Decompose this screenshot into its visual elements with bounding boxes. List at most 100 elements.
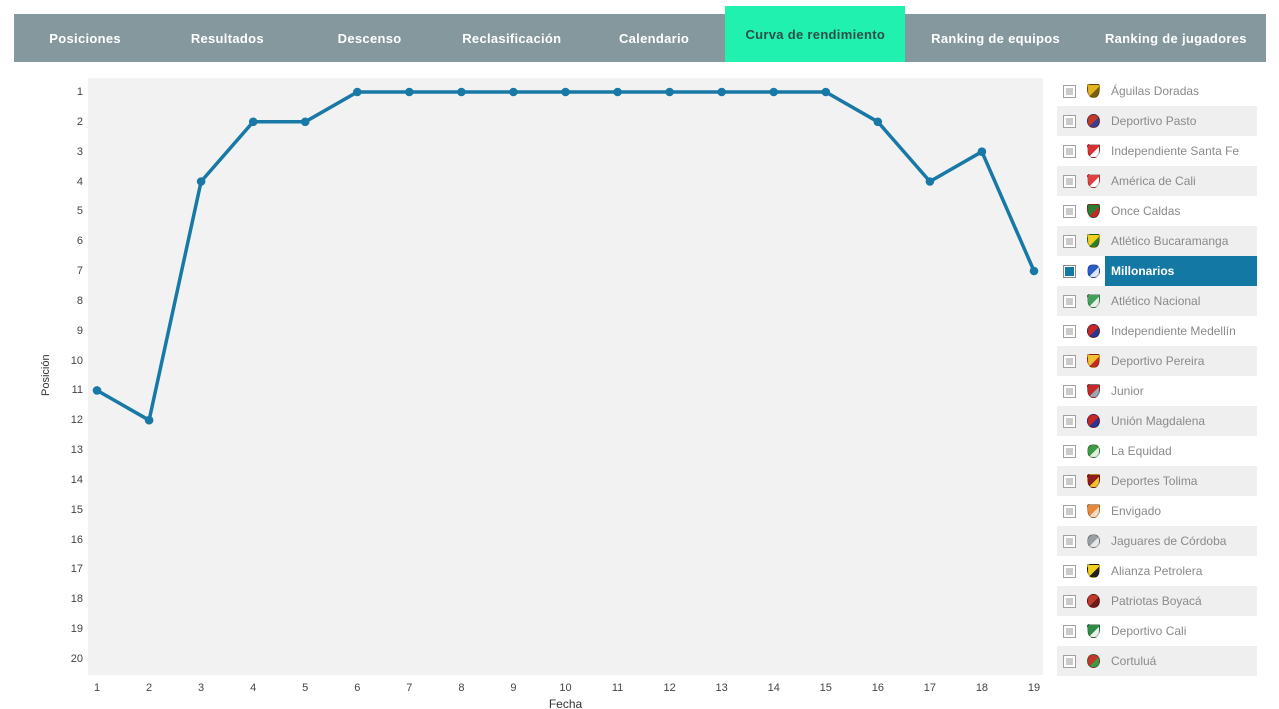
team-checkbox[interactable] — [1063, 324, 1076, 338]
team-name[interactable]: Alianza Petrolera — [1111, 564, 1203, 578]
team-row-cortulua[interactable]: Cortuluá — [1057, 646, 1257, 676]
team-row-independiente-santa-fe[interactable]: Independiente Santa Fe — [1057, 136, 1257, 166]
team-checkbox[interactable] — [1063, 564, 1076, 578]
team-checkbox[interactable] — [1063, 294, 1076, 308]
y-tick-label: 11 — [71, 384, 83, 397]
team-checkbox[interactable] — [1063, 594, 1076, 608]
team-row-deportivo-cali[interactable]: Deportivo Cali — [1057, 616, 1257, 646]
team-name[interactable]: Independiente Santa Fe — [1111, 144, 1240, 158]
x-tick-label: 2 — [145, 682, 153, 694]
tab-ranking-de-equipos[interactable]: Ranking de equipos — [931, 30, 1061, 46]
tab-resultados[interactable]: Resultados — [190, 30, 264, 46]
team-selector-list: Águilas Doradas Deportivo Pasto Independie… — [1057, 76, 1257, 676]
independiente-santa-fe-logo-icon — [1087, 144, 1100, 158]
team-row-jaguares-de-cordoba[interactable]: Jaguares de Córdoba — [1057, 526, 1257, 556]
team-checkbox[interactable] — [1063, 354, 1076, 368]
checkbox-fill — [1066, 507, 1073, 515]
data-point — [665, 87, 674, 97]
team-row-atletico-nacional[interactable]: Atlético Nacional — [1057, 286, 1257, 316]
checkbox-fill — [1066, 477, 1073, 485]
team-checkbox[interactable] — [1063, 204, 1076, 218]
team-name[interactable]: Deportivo Pereira — [1111, 354, 1205, 368]
team-row-alianza-petrolera[interactable]: Alianza Petrolera — [1057, 556, 1257, 586]
team-row-la-equidad[interactable]: La Equidad — [1057, 436, 1257, 466]
tab-calendario[interactable]: Calendario — [618, 30, 690, 46]
team-row-once-caldas[interactable]: Once Caldas — [1057, 196, 1257, 226]
millonarios-logo-icon — [1087, 264, 1100, 278]
team-checkbox[interactable] — [1063, 174, 1076, 188]
x-tick-label: 7 — [406, 682, 413, 694]
tab-descenso[interactable]: Descenso — [337, 30, 402, 46]
data-point — [977, 147, 987, 156]
team-name[interactable]: Deportivo Pasto — [1111, 114, 1197, 128]
checkbox-fill — [1066, 327, 1073, 335]
team-checkbox[interactable] — [1063, 534, 1076, 548]
y-tick-label: 1 — [76, 86, 83, 98]
y-tick-label: 8 — [76, 294, 83, 307]
team-checkbox[interactable] — [1063, 144, 1076, 158]
x-tick-label: 3 — [198, 682, 205, 694]
checkbox-fill — [1066, 177, 1073, 185]
data-point — [821, 87, 831, 97]
atletico-bucaramanga-logo-icon — [1087, 234, 1100, 248]
team-checkbox[interactable] — [1063, 264, 1076, 278]
tab-posiciones[interactable]: Posiciones — [49, 30, 121, 46]
team-row-independiente-medellin[interactable]: Independiente Medellín — [1057, 316, 1257, 346]
tab-ranking-de-jugadores[interactable]: Ranking de jugadores — [1104, 30, 1247, 46]
team-name[interactable]: La Equidad — [1111, 444, 1172, 458]
america-de-cali-logo-icon — [1087, 174, 1100, 188]
team-row-patriotas-boyaca[interactable]: Patriotas Boyacá — [1057, 586, 1257, 616]
team-checkbox[interactable] — [1063, 624, 1076, 638]
team-checkbox[interactable] — [1063, 114, 1076, 128]
y-tick-label: 10 — [70, 354, 83, 367]
team-name[interactable]: Independiente Medellín — [1111, 324, 1236, 338]
tab-curva-de-rendimiento[interactable]: Curva de rendimiento — [725, 6, 906, 62]
team-name[interactable]: Envigado — [1111, 504, 1162, 518]
team-row-deportivo-pereira[interactable]: Deportivo Pereira — [1057, 346, 1257, 376]
team-row-aguilas-doradas[interactable]: Águilas Doradas — [1057, 76, 1257, 106]
team-name[interactable]: Junior — [1111, 384, 1144, 398]
x-tick-label: 10 — [559, 682, 572, 694]
team-name[interactable]: Millonarios — [1105, 256, 1257, 286]
deportivo-cali-logo-icon — [1087, 624, 1100, 638]
team-row-union-magdalena[interactable]: Unión Magdalena — [1057, 406, 1257, 436]
team-checkbox[interactable] — [1063, 444, 1076, 458]
team-checkbox[interactable] — [1063, 504, 1076, 518]
team-name[interactable]: Deportivo Cali — [1111, 624, 1187, 638]
team-name[interactable]: Atlético Nacional — [1111, 294, 1201, 308]
x-tick-label: 4 — [250, 682, 257, 694]
team-checkbox[interactable] — [1063, 384, 1076, 398]
team-checkbox[interactable] — [1063, 84, 1076, 98]
y-tick-label: 3 — [76, 145, 83, 158]
team-name[interactable]: Cortuluá — [1111, 654, 1157, 668]
team-row-atletico-bucaramanga[interactable]: Atlético Bucaramanga — [1057, 226, 1257, 256]
x-tick-label: 6 — [354, 682, 361, 694]
team-name[interactable]: Unión Magdalena — [1111, 414, 1206, 428]
team-checkbox[interactable] — [1063, 474, 1076, 488]
aguilas-doradas-logo-icon — [1087, 84, 1100, 98]
y-tick-label: 15 — [70, 503, 83, 516]
checkbox-fill — [1066, 117, 1073, 125]
team-row-deportivo-pasto[interactable]: Deportivo Pasto — [1057, 106, 1257, 136]
checkbox-fill — [1066, 657, 1073, 665]
team-name[interactable]: Deportes Tolima — [1111, 474, 1198, 488]
team-row-envigado[interactable]: Envigado — [1057, 496, 1257, 526]
checkbox-fill — [1066, 387, 1073, 395]
team-name[interactable]: Atlético Bucaramanga — [1111, 234, 1229, 248]
team-row-america-de-cali[interactable]: América de Cali — [1057, 166, 1257, 196]
team-row-deportes-tolima[interactable]: Deportes Tolima — [1057, 466, 1257, 496]
team-name[interactable]: Águilas Doradas — [1111, 84, 1200, 98]
team-name[interactable]: América de Cali — [1111, 174, 1196, 188]
team-checkbox[interactable] — [1063, 414, 1076, 428]
team-row-junior[interactable]: Junior — [1057, 376, 1257, 406]
team-name[interactable]: Once Caldas — [1111, 204, 1181, 218]
y-tick-label: 19 — [70, 623, 83, 636]
team-checkbox[interactable] — [1063, 234, 1076, 248]
data-point — [353, 87, 362, 97]
team-name[interactable]: Patriotas Boyacá — [1111, 594, 1202, 608]
tab-reclasificacion[interactable]: Reclasificación — [462, 30, 562, 46]
team-row-millonarios[interactable]: Millonarios — [1057, 256, 1257, 286]
team-checkbox[interactable] — [1063, 654, 1076, 668]
team-name[interactable]: Jaguares de Córdoba — [1111, 534, 1227, 548]
checkbox-fill — [1066, 417, 1073, 425]
